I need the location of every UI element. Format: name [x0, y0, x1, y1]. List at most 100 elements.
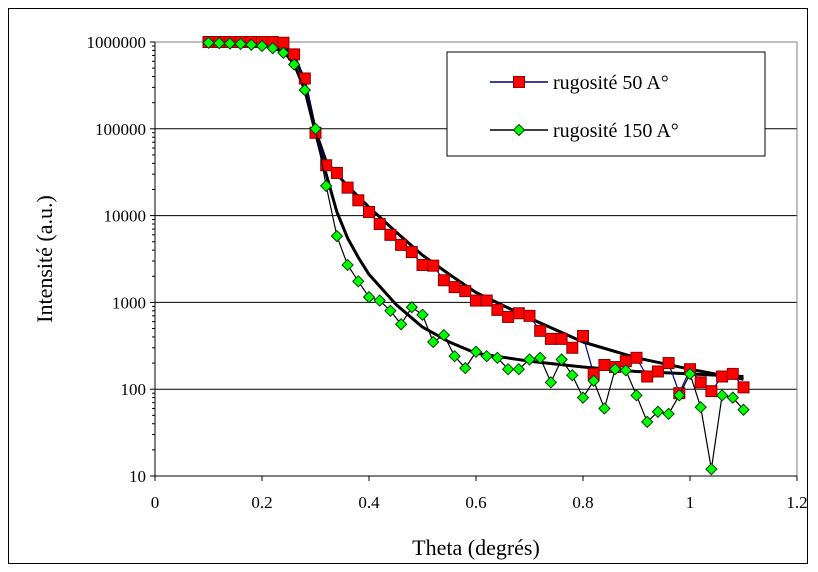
- data-point-square: [416, 258, 429, 271]
- data-point-square: [544, 332, 557, 345]
- data-point-diamond: [277, 46, 290, 60]
- data-point-diamond: [245, 38, 258, 51]
- y-axis-title: Intensité (a.u.): [32, 195, 57, 323]
- series-1: [202, 36, 750, 476]
- data-point-diamond: [362, 290, 376, 304]
- axes: [150, 41, 798, 481]
- data-point-diamond: [651, 405, 665, 418]
- data-point-diamond: [566, 368, 579, 382]
- data-point-square: [480, 294, 493, 307]
- data-point-square: [448, 281, 461, 294]
- data-point-diamond: [426, 335, 440, 349]
- data-point-diamond: [544, 376, 558, 389]
- data-point-diamond: [459, 361, 472, 375]
- data-point-diamond: [330, 229, 344, 243]
- data-point-diamond: [202, 36, 215, 49]
- data-point-square: [694, 376, 707, 389]
- data-point-square: [363, 206, 375, 219]
- data-series: [202, 36, 750, 476]
- y-tick-label: 100: [121, 380, 147, 399]
- data-point-diamond: [341, 258, 354, 272]
- data-point-diamond: [673, 389, 686, 402]
- data-point-square: [352, 194, 365, 207]
- data-point-square: [641, 370, 654, 383]
- data-point-diamond: [212, 36, 226, 50]
- y-tick-label: 10: [129, 467, 146, 486]
- series-0: [202, 36, 750, 400]
- data-point-diamond: [662, 407, 675, 421]
- data-point-diamond: [630, 389, 643, 402]
- data-point-square: [427, 259, 440, 272]
- data-point-square: [662, 357, 675, 370]
- data-point-diamond: [715, 389, 729, 402]
- legend-label: rugosité 150 A°: [553, 120, 679, 142]
- y-tick-label: 1000000: [87, 33, 147, 52]
- data-point-diamond: [437, 328, 451, 342]
- legend-square-marker: [513, 76, 525, 88]
- data-point-square: [577, 330, 589, 343]
- data-point-diamond: [234, 37, 247, 51]
- y-tick-label: 10000: [104, 207, 147, 226]
- data-point-square: [288, 48, 301, 61]
- data-point-square: [470, 294, 482, 307]
- data-point-diamond: [491, 351, 504, 365]
- data-point-square: [598, 359, 611, 372]
- data-point-diamond: [726, 391, 740, 404]
- data-point-square: [502, 310, 515, 323]
- legend-diamond-marker: [512, 123, 526, 137]
- data-point-diamond: [523, 353, 536, 366]
- data-point-square: [630, 351, 643, 364]
- data-point-diamond: [287, 58, 301, 71]
- x-axis-title: Theta (degrés): [412, 535, 540, 560]
- data-point-square: [523, 309, 536, 322]
- data-point-square: [512, 307, 525, 320]
- data-point-square: [716, 370, 729, 383]
- y-tick-label: 1000: [112, 293, 146, 312]
- data-point-diamond: [384, 304, 397, 318]
- x-tick-label: 0: [151, 493, 160, 512]
- data-point-diamond: [598, 402, 611, 415]
- data-point-diamond: [319, 179, 333, 193]
- data-point-diamond: [373, 294, 386, 307]
- data-point-diamond: [394, 318, 408, 331]
- data-point-diamond: [352, 275, 365, 288]
- x-tick-labels: 0 0.2 0.4 0.6 0.8 1 1.2: [151, 493, 808, 512]
- data-point-square: [534, 324, 547, 337]
- data-point-square: [373, 218, 386, 231]
- data-point-square: [726, 367, 739, 380]
- data-point-diamond: [469, 345, 483, 358]
- legend-entry-rugosite-50: rugosité 50 A°: [490, 72, 669, 94]
- x-tick-label: 0.6: [465, 493, 486, 512]
- data-point-diamond: [255, 39, 269, 53]
- data-point-diamond: [683, 367, 697, 381]
- data-point-square: [395, 238, 408, 251]
- data-point-square: [437, 274, 450, 287]
- data-point-square: [384, 228, 397, 241]
- data-point-square: [405, 246, 418, 259]
- data-point-diamond: [587, 374, 600, 387]
- data-point-square: [320, 159, 333, 172]
- data-point-diamond: [555, 353, 568, 366]
- data-point-diamond: [533, 351, 547, 365]
- legend: rugosité 50 A° rugosité 150 A°: [446, 51, 766, 157]
- data-point-diamond: [416, 308, 429, 321]
- data-point-diamond: [640, 415, 654, 429]
- x-tick-label: 0.4: [358, 493, 380, 512]
- x-tick-label: 1: [686, 493, 695, 512]
- data-point-square: [277, 36, 290, 49]
- data-point-diamond: [737, 403, 750, 416]
- data-point-diamond: [309, 122, 322, 136]
- y-tick-labels: 10 100 1000 10000 100000 1000000: [87, 33, 147, 486]
- x-tick-label: 1.2: [786, 493, 807, 512]
- data-point-diamond: [608, 362, 622, 376]
- data-point-square: [705, 385, 718, 398]
- data-point-diamond: [501, 362, 515, 376]
- legend-box: [446, 51, 766, 157]
- data-point-square: [330, 166, 343, 179]
- x-tick-label: 0.2: [251, 493, 272, 512]
- y-tick-label: 100000: [95, 120, 146, 139]
- legend-label: rugosité 50 A°: [553, 72, 669, 94]
- data-point-square: [737, 381, 750, 394]
- data-point-diamond: [480, 349, 493, 363]
